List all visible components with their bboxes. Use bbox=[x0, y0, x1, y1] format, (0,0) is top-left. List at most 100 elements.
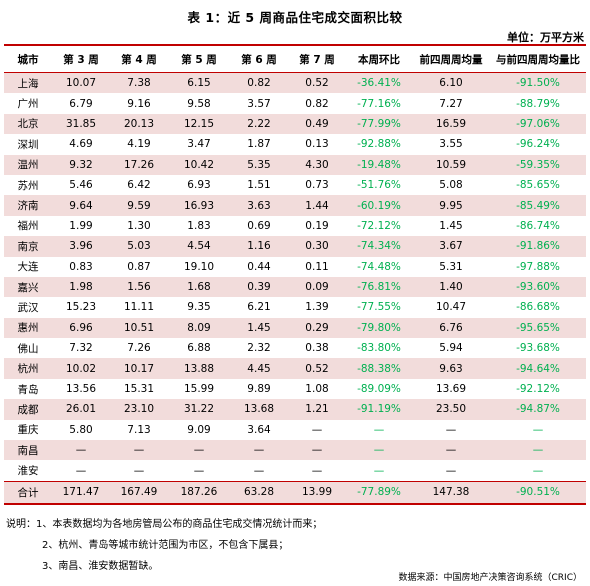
value-cell: 19.10 bbox=[168, 256, 230, 277]
value-cell: — bbox=[230, 440, 288, 461]
value-cell: 8.09 bbox=[168, 317, 230, 339]
unit-label: 单位：万平方米 bbox=[507, 31, 584, 44]
table-body: 上海 10.07 7.38 6.15 0.82 0.52 -36.41% 6.10 -91.50… bbox=[4, 72, 586, 505]
value-cell: 6.93 bbox=[168, 174, 230, 196]
value-cell: — bbox=[490, 419, 586, 441]
value-cell: 10.17 bbox=[110, 358, 168, 379]
total-value-cell: 63.28 bbox=[230, 480, 288, 505]
value-cell: 1.83 bbox=[168, 215, 230, 237]
table-row: 大连 0.83 0.87 19.10 0.44 0.11 -74.48% 5.31 -97.88… bbox=[4, 256, 586, 277]
value-cell: -93.60% bbox=[490, 276, 586, 298]
value-cell: 7.27 bbox=[412, 93, 490, 114]
value-cell: 9.59 bbox=[110, 195, 168, 216]
city-cell: 武汉 bbox=[4, 297, 52, 318]
table-row: 嘉兴 1.98 1.56 1.68 0.39 0.09 -76.81% 1.40 -93.60% bbox=[4, 276, 586, 298]
value-cell: 4.45 bbox=[230, 358, 288, 379]
table-row: 成都 26.01 23.10 31.22 13.68 1.21 -91.19% 23.50 -9… bbox=[4, 399, 586, 420]
total-value-cell: 147.38 bbox=[412, 480, 490, 505]
value-cell: -77.99% bbox=[346, 113, 412, 135]
value-cell: -91.50% bbox=[490, 72, 586, 94]
value-cell: 7.13 bbox=[110, 419, 168, 441]
value-cell: 1.08 bbox=[288, 378, 346, 400]
value-cell: 9.58 bbox=[168, 93, 230, 114]
value-cell: 0.82 bbox=[288, 93, 346, 114]
value-cell: 0.87 bbox=[110, 256, 168, 277]
city-cell: 嘉兴 bbox=[4, 276, 52, 298]
value-cell: 1.21 bbox=[288, 399, 346, 420]
city-cell: 济南 bbox=[4, 195, 52, 216]
value-cell: -60.19% bbox=[346, 195, 412, 216]
value-cell: 15.99 bbox=[168, 378, 230, 400]
value-cell: 16.59 bbox=[412, 113, 490, 135]
value-cell: -59.35% bbox=[490, 154, 586, 175]
column-header: 第 7 周 bbox=[288, 44, 346, 73]
table-row: 青岛 13.56 15.31 15.99 9.89 1.08 -89.09% 13.69 -92… bbox=[4, 378, 586, 400]
column-header: 城市 bbox=[4, 44, 52, 73]
note-line: 说明：1、本表数据均为各地房管局公布的商品住宅成交情况统计而来； bbox=[6, 519, 323, 530]
value-cell: -77.16% bbox=[346, 93, 412, 114]
value-cell: — bbox=[230, 460, 288, 482]
city-cell: 成都 bbox=[4, 399, 52, 420]
table-row: 福州 1.99 1.30 1.83 0.69 0.19 -72.12% 1.45 -86.74% bbox=[4, 215, 586, 237]
column-header: 第 4 周 bbox=[110, 44, 168, 73]
value-cell: 0.19 bbox=[288, 215, 346, 237]
value-cell: 7.26 bbox=[110, 338, 168, 359]
value-cell: 7.38 bbox=[110, 72, 168, 94]
city-cell: 佛山 bbox=[4, 338, 52, 359]
value-cell: -19.48% bbox=[346, 154, 412, 175]
value-cell: 6.79 bbox=[52, 93, 110, 114]
value-cell: 0.13 bbox=[288, 134, 346, 155]
value-cell: 31.85 bbox=[52, 113, 110, 135]
value-cell: 0.30 bbox=[288, 236, 346, 257]
value-cell: 10.07 bbox=[52, 72, 110, 94]
value-cell: 1.99 bbox=[52, 215, 110, 237]
value-cell: 23.50 bbox=[412, 399, 490, 420]
value-cell: 26.01 bbox=[52, 399, 110, 420]
value-cell: 3.55 bbox=[412, 134, 490, 155]
value-cell: -94.64% bbox=[490, 358, 586, 379]
table-row: 重庆 5.80 7.13 9.09 3.64— — — — bbox=[4, 419, 586, 441]
value-cell: — bbox=[490, 460, 586, 482]
table-row: 佛山 7.32 7.26 6.88 2.32 0.38 -83.80% 5.94 -93.68% bbox=[4, 338, 586, 359]
value-cell: 0.83 bbox=[52, 256, 110, 277]
value-cell: 3.96 bbox=[52, 236, 110, 257]
value-cell: -74.34% bbox=[346, 236, 412, 257]
value-cell: -85.65% bbox=[490, 174, 586, 196]
total-row: 合计 171.47 167.49 187.26 63.28 13.99 -77.89% 147… bbox=[4, 480, 586, 505]
value-cell: 0.11 bbox=[288, 256, 346, 277]
table-row: 杭州 10.02 10.17 13.88 4.45 0.52 -88.38% 9.63 -94.… bbox=[4, 358, 586, 379]
value-cell: 12.15 bbox=[168, 113, 230, 135]
value-cell: 3.63 bbox=[230, 195, 288, 216]
value-cell: 1.16 bbox=[230, 236, 288, 257]
value-cell: 0.09 bbox=[288, 276, 346, 298]
value-cell: 6.76 bbox=[412, 317, 490, 339]
value-cell: -86.68% bbox=[490, 297, 586, 318]
value-cell: 1.30 bbox=[110, 215, 168, 237]
value-cell: 5.31 bbox=[412, 256, 490, 277]
total-value-cell: 171.47 bbox=[52, 480, 110, 505]
value-cell: — bbox=[288, 460, 346, 482]
city-cell: 大连 bbox=[4, 256, 52, 277]
value-cell: 1.51 bbox=[230, 174, 288, 196]
value-cell: — bbox=[288, 419, 346, 441]
data-source: 数据来源：中国房地产决策咨询系统（CRIC） bbox=[398, 573, 582, 583]
value-cell: 9.64 bbox=[52, 195, 110, 216]
value-cell: — bbox=[168, 440, 230, 461]
value-cell: 4.69 bbox=[52, 134, 110, 155]
value-cell: — bbox=[346, 460, 412, 482]
note-line: 3、南昌、淮安数据暂缺。 bbox=[42, 561, 159, 572]
value-cell: 31.22 bbox=[168, 399, 230, 420]
value-cell: 10.47 bbox=[412, 297, 490, 318]
value-cell: 9.09 bbox=[168, 419, 230, 441]
value-cell: 11.11 bbox=[110, 297, 168, 318]
value-cell: 9.35 bbox=[168, 297, 230, 318]
value-cell: 5.03 bbox=[110, 236, 168, 257]
city-cell: 重庆 bbox=[4, 419, 52, 441]
table-row: 南京 3.96 5.03 4.54 1.16 0.30 -74.34% 3.67 -91.86% bbox=[4, 236, 586, 257]
city-cell: 北京 bbox=[4, 113, 52, 135]
value-cell: 10.42 bbox=[168, 154, 230, 175]
value-cell: 13.88 bbox=[168, 358, 230, 379]
value-cell: 17.26 bbox=[110, 154, 168, 175]
value-cell: 5.35 bbox=[230, 154, 288, 175]
